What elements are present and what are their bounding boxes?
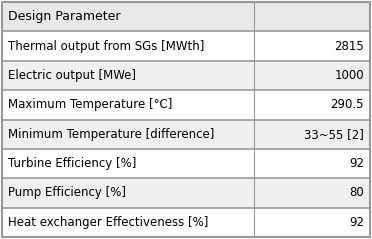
Bar — [2, 208, 370, 237]
Bar — [2, 120, 370, 149]
Text: 2815: 2815 — [334, 40, 364, 53]
Text: 33~55 [2]: 33~55 [2] — [304, 128, 364, 141]
Text: Pump Efficiency [%]: Pump Efficiency [%] — [8, 186, 126, 199]
Text: 1000: 1000 — [334, 69, 364, 82]
Bar — [2, 31, 370, 61]
Bar — [2, 149, 370, 178]
Text: 80: 80 — [349, 186, 364, 199]
Bar — [2, 2, 370, 31]
Text: Design Parameter: Design Parameter — [8, 10, 121, 23]
Bar — [2, 61, 370, 90]
Bar — [2, 90, 370, 120]
Text: 290.5: 290.5 — [330, 98, 364, 111]
Text: Turbine Efficiency [%]: Turbine Efficiency [%] — [8, 157, 137, 170]
Text: Minimum Temperature [difference]: Minimum Temperature [difference] — [8, 128, 214, 141]
Text: Maximum Temperature [°C]: Maximum Temperature [°C] — [8, 98, 172, 111]
Text: 92: 92 — [349, 157, 364, 170]
Text: Heat exchanger Effectiveness [%]: Heat exchanger Effectiveness [%] — [8, 216, 208, 229]
Bar — [2, 178, 370, 208]
Text: Electric output [MWe]: Electric output [MWe] — [8, 69, 136, 82]
Text: Thermal output from SGs [MWth]: Thermal output from SGs [MWth] — [8, 40, 204, 53]
Text: 92: 92 — [349, 216, 364, 229]
